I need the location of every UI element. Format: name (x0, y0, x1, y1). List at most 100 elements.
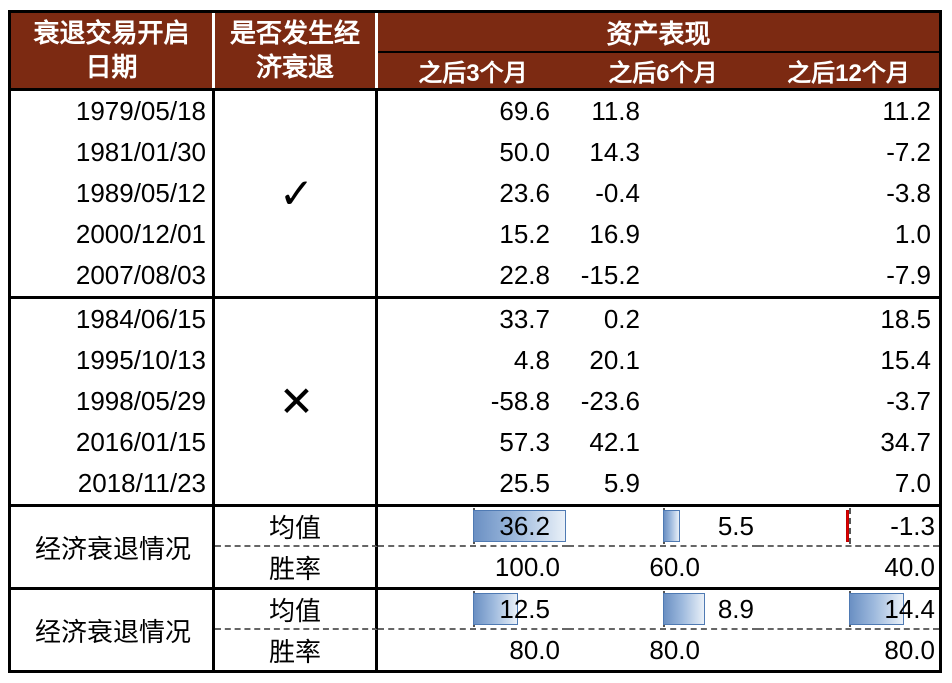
header-recession-line2: 济衰退 (255, 51, 334, 82)
mark-cell (215, 132, 378, 173)
winrate-value-cell-6m: 60.0 (649, 551, 700, 582)
recession-trade-table: 衰退交易开启 日期 是否发生经 济衰退 资产表现 之后3个月 之后6个月 之后1… (8, 10, 942, 673)
mean-row-label: 均值 (215, 507, 378, 547)
recession-check-mark: ✓ (278, 170, 315, 217)
subheader-3m: 之后3个月 (418, 60, 528, 87)
table-row: 1984/06/15 33.7 0.2 18.5 (11, 299, 939, 340)
value-cell-6m: 42.1 (589, 427, 640, 457)
mean-value: 5.5 (717, 510, 754, 541)
mark-cell (215, 422, 378, 463)
value-cell-12m: 18.5 (880, 304, 931, 334)
header-divider (212, 13, 215, 88)
header-date-column: 衰退交易开启 日期 (11, 13, 212, 88)
mean-value: 36.2 (499, 510, 550, 541)
summary-label: 经济衰退情况 (34, 616, 191, 647)
winrate-value-cell-12m: 80.0 (884, 634, 935, 665)
header-date-line2: 日期 (85, 51, 138, 82)
value-cell-3m: 25.5 (499, 468, 550, 498)
value-cell-12m: 1.0 (894, 219, 931, 249)
value-cell-3m: 15.2 (499, 219, 550, 249)
mean-value: 8.9 (717, 593, 754, 624)
summary-label-spacer (11, 547, 215, 587)
date-cell: 1981/01/30 (11, 132, 215, 173)
table-row: 1981/01/30 50.0 14.3 -7.2 (11, 132, 939, 173)
data-bar (473, 593, 518, 625)
table-row: 2018/11/23 25.5 5.9 7.0 (11, 463, 939, 504)
mean-row-label: 均值 (215, 590, 378, 630)
winrate-row: 胜率 80.0 80.0 80.0 (11, 630, 939, 670)
value-cell-12m: 15.4 (880, 345, 931, 375)
value-cell-12m: -7.2 (886, 137, 931, 167)
summary-block-2: 均值 12.5 8.9 14.4 胜率 80.0 80.0 80.0 (11, 590, 939, 670)
mean-value-cell-6m: 8.9 (568, 590, 758, 630)
value-cell-6m: -23.6 (580, 386, 640, 416)
table-row: 1979/05/18 69.6 11.8 11.2 (11, 91, 939, 132)
data-bar (663, 510, 680, 542)
table-row: 1989/05/12 23.6 -0.4 -3.8 (11, 173, 939, 214)
subheader-6m: 之后6个月 (608, 60, 718, 87)
mark-cell (215, 214, 378, 255)
value-cell-3m: 33.7 (499, 304, 550, 334)
value-cell-12m: 7.0 (894, 468, 931, 498)
winrate-value-cell-12m: 40.0 (884, 551, 935, 582)
mean-row: 均值 36.2 5.5 -1.3 (11, 507, 939, 547)
date-cell: 1995/10/13 (11, 340, 215, 381)
summary-label-spacer (11, 630, 215, 670)
header-divider (375, 13, 378, 88)
value-cell-3m: -58.8 (490, 386, 550, 416)
value-cell-6m: -0.4 (595, 178, 640, 208)
mean-value-cell-12m: 14.4 (758, 590, 939, 630)
data-bar (473, 510, 566, 542)
value-cell-12m: -7.9 (886, 260, 931, 290)
negative-data-bar (845, 510, 849, 542)
mean-row: 均值 12.5 8.9 14.4 (11, 590, 939, 630)
recession-cross-mark: ✕ (278, 378, 315, 425)
value-cell-6m: 16.9 (589, 219, 640, 249)
value-cell-6m: -15.2 (580, 260, 640, 290)
value-cell-3m: 4.8 (513, 345, 550, 375)
data-bar (663, 593, 705, 625)
summary-label: 经济衰退情况 (34, 533, 191, 564)
value-cell-3m: 69.6 (499, 96, 550, 126)
mean-value-cell-3m: 36.2 (378, 507, 568, 547)
mean-value: 12.5 (499, 593, 550, 624)
date-cell: 2000/12/01 (11, 214, 215, 255)
table-row: 2007/08/03 22.8 -15.2 -7.9 (11, 255, 939, 296)
value-cell-6m: 5.9 (603, 468, 640, 498)
date-cell: 1979/05/18 (11, 91, 215, 132)
value-cell-3m: 57.3 (499, 427, 550, 457)
mean-value-cell-3m: 12.5 (378, 590, 568, 630)
winrate-row-label: 胜率 (215, 630, 378, 670)
value-cell-3m: 22.8 (499, 260, 550, 290)
date-cell: 1984/06/15 (11, 299, 215, 340)
value-cell-12m: 34.7 (880, 427, 931, 457)
mark-cell (215, 340, 378, 381)
table-row: 1998/05/29 -58.8 -23.6 -3.7 (11, 381, 939, 422)
header-date-line1: 衰退交易开启 (33, 17, 190, 48)
bar-axis (848, 508, 851, 544)
group-recession-yes: 1979/05/18 69.6 11.8 11.2 1981/01/30 50.… (11, 91, 939, 299)
value-cell-6m: 20.1 (589, 345, 640, 375)
mean-value: -1.3 (890, 510, 935, 541)
value-cell-3m: 50.0 (499, 137, 550, 167)
value-cell-12m: 11.2 (882, 96, 931, 126)
mean-value-cell-6m: 5.5 (568, 507, 758, 547)
date-cell: 2007/08/03 (11, 255, 215, 296)
subheader-12m: 之后12个月 (787, 60, 910, 87)
winrate-value-cell-3m: 100.0 (494, 551, 560, 582)
summary-block-1: 均值 36.2 5.5 -1.3 胜率 100.0 60.0 40.0 (11, 507, 939, 590)
value-cell-6m: 0.2 (603, 304, 640, 334)
winrate-value-cell-6m: 80.0 (649, 634, 700, 665)
table-row: 2016/01/15 57.3 42.1 34.7 (11, 422, 939, 463)
date-cell: 2016/01/15 (11, 422, 215, 463)
value-cell-6m: 14.3 (589, 137, 640, 167)
mean-value-cell-12m: -1.3 (758, 507, 939, 547)
header-recession-column: 是否发生经 济衰退 (215, 13, 375, 88)
value-cell-3m: 23.6 (499, 178, 550, 208)
mark-cell (215, 463, 378, 504)
mark-cell (215, 381, 378, 422)
date-cell: 1998/05/29 (11, 381, 215, 422)
mark-cell (215, 173, 378, 214)
summary-label-spacer (11, 590, 215, 630)
group-recession-no: 1984/06/15 33.7 0.2 18.5 1995/10/13 4.8 … (11, 299, 939, 507)
